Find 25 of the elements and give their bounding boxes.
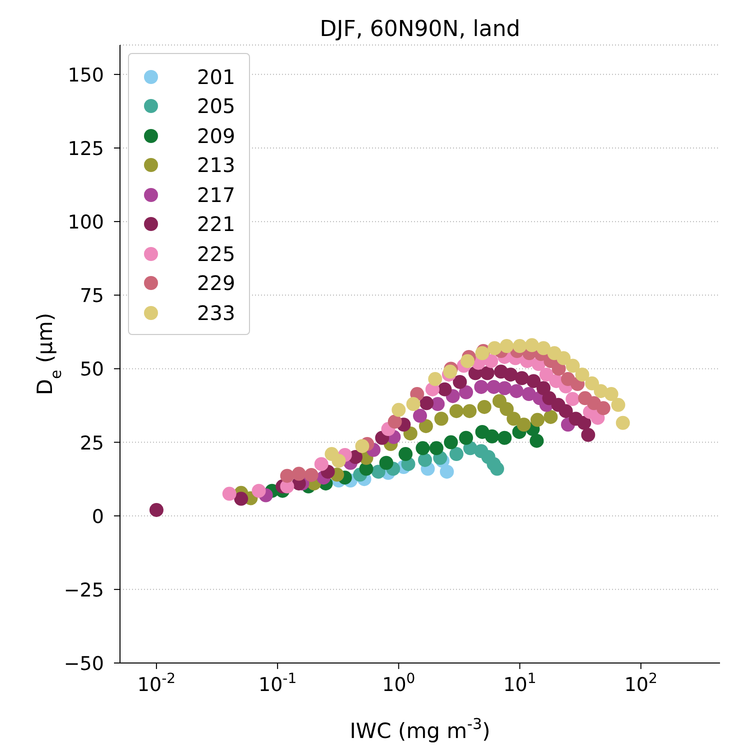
y-tick-label: 25 [80,432,104,454]
x-tick-label: 10$^{0}$ [382,671,416,696]
legend-label: 229 [197,271,236,296]
y-tick-label: 0 [92,506,104,528]
x-tick-label: 10$^{-2}$ [137,671,176,696]
y-tick-label: −50 [64,653,104,675]
legend-label: 233 [197,300,236,325]
y-tick-label: 125 [68,138,104,160]
x-axis-title: IWC (mg m$^{-3}$) [350,715,490,743]
legend-label: 201 [197,64,236,89]
legend-label: 209 [197,124,236,148]
legend-label: 205 [197,94,236,118]
legend-label: 217 [197,182,236,207]
y-tick-label: 100 [68,212,104,234]
x-tick-label: 10$^{2}$ [624,671,658,696]
y-tick-label: 150 [68,64,104,86]
chart-title: DJF, 60N90N, land [320,17,520,42]
legend-label: 221 [197,212,236,236]
y-tick-label: −25 [64,579,104,602]
legend-label: 225 [197,242,236,266]
legend-label: 213 [197,153,236,178]
y-tick-label: 50 [80,358,104,381]
y-tick-label: 75 [80,285,104,308]
x-tick-label: 10$^{-1}$ [258,671,297,696]
x-tick-label: 10$^{1}$ [503,671,536,696]
